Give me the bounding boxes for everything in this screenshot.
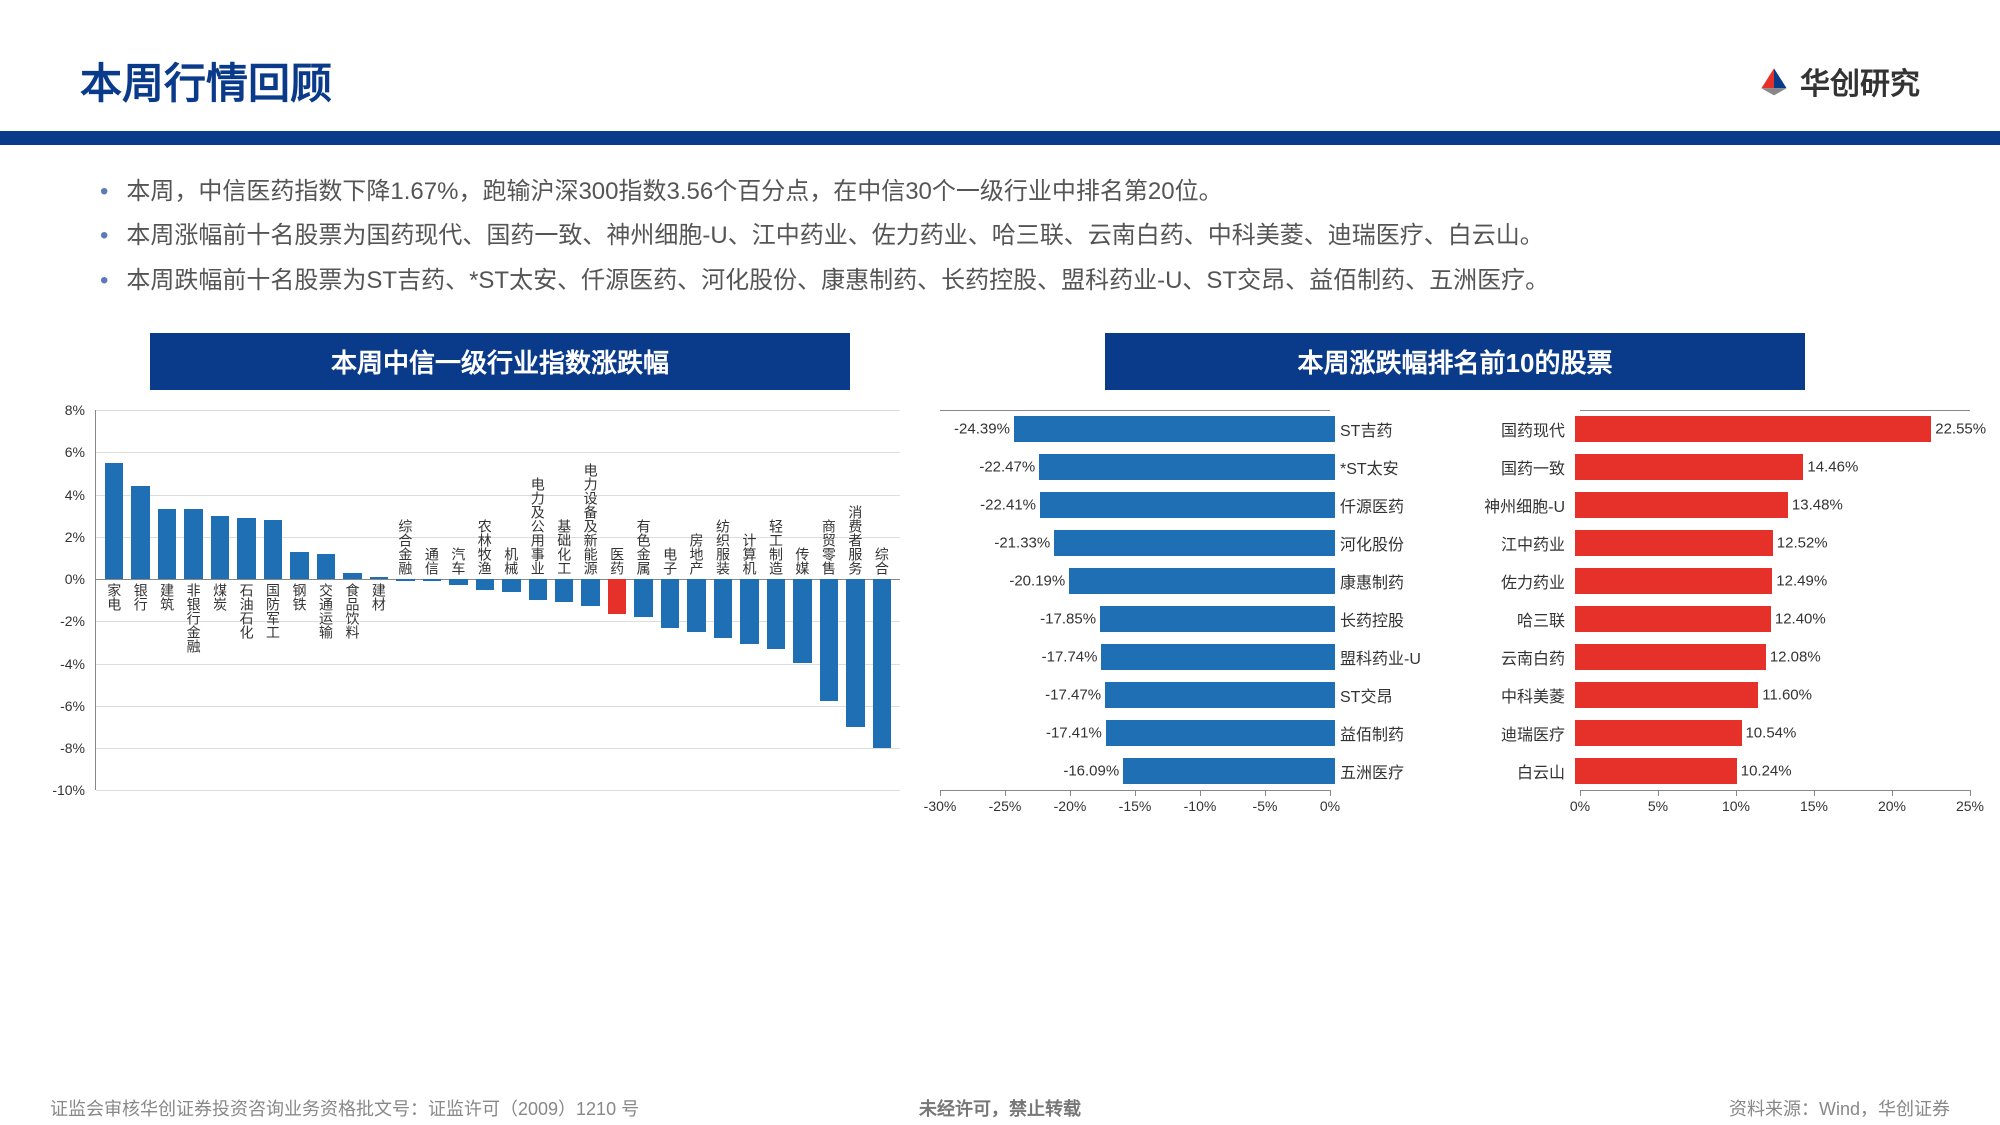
chart-left: 8%6%4%2%0%-2%-4%-6%-8%-10% 家电银行建筑非银行金融煤炭… (40, 410, 900, 810)
brand-logo: 华创研究 (1756, 59, 1920, 103)
footer-center: 未经许可，禁止转载 (919, 1095, 1081, 1121)
brand-logo-icon (1756, 63, 1792, 99)
chart-losers: -24.39%ST吉药-22.47%*ST太安-22.41%仟源医药-21.33… (940, 410, 1445, 830)
page-title: 本周行情回顾 (80, 50, 332, 111)
bullet-list: 本周，中信医药指数下降1.67%，跑输沪深300指数3.56个百分点，在中信30… (0, 170, 2000, 333)
bullet-item: 本周涨幅前十名股票为国药现代、国药一致、神州细胞-U、江中药业、佐力药业、哈三联… (80, 214, 1920, 258)
chart-gainers: 国药现代22.55%国药一致14.46%神州细胞-U13.48%江中药业12.5… (1465, 410, 1970, 830)
bullet-item: 本周，中信医药指数下降1.67%，跑输沪深300指数3.56个百分点，在中信30… (80, 170, 1920, 214)
footer-left: 证监会审核华创证券投资咨询业务资格批文号：证监许可（2009）1210 号 (50, 1095, 639, 1121)
bullet-item: 本周跌幅前十名股票为ST吉药、*ST太安、仟源医药、河化股份、康惠制药、长药控股… (80, 259, 1920, 303)
brand-logo-text: 华创研究 (1800, 59, 1920, 103)
header-divider (0, 131, 2000, 145)
footer-right: 资料来源：Wind，华创证券 (1729, 1095, 1950, 1121)
chart-right-title: 本周涨跌幅排名前10的股票 (1105, 333, 1805, 390)
chart-left-title: 本周中信一级行业指数涨跌幅 (150, 333, 850, 390)
